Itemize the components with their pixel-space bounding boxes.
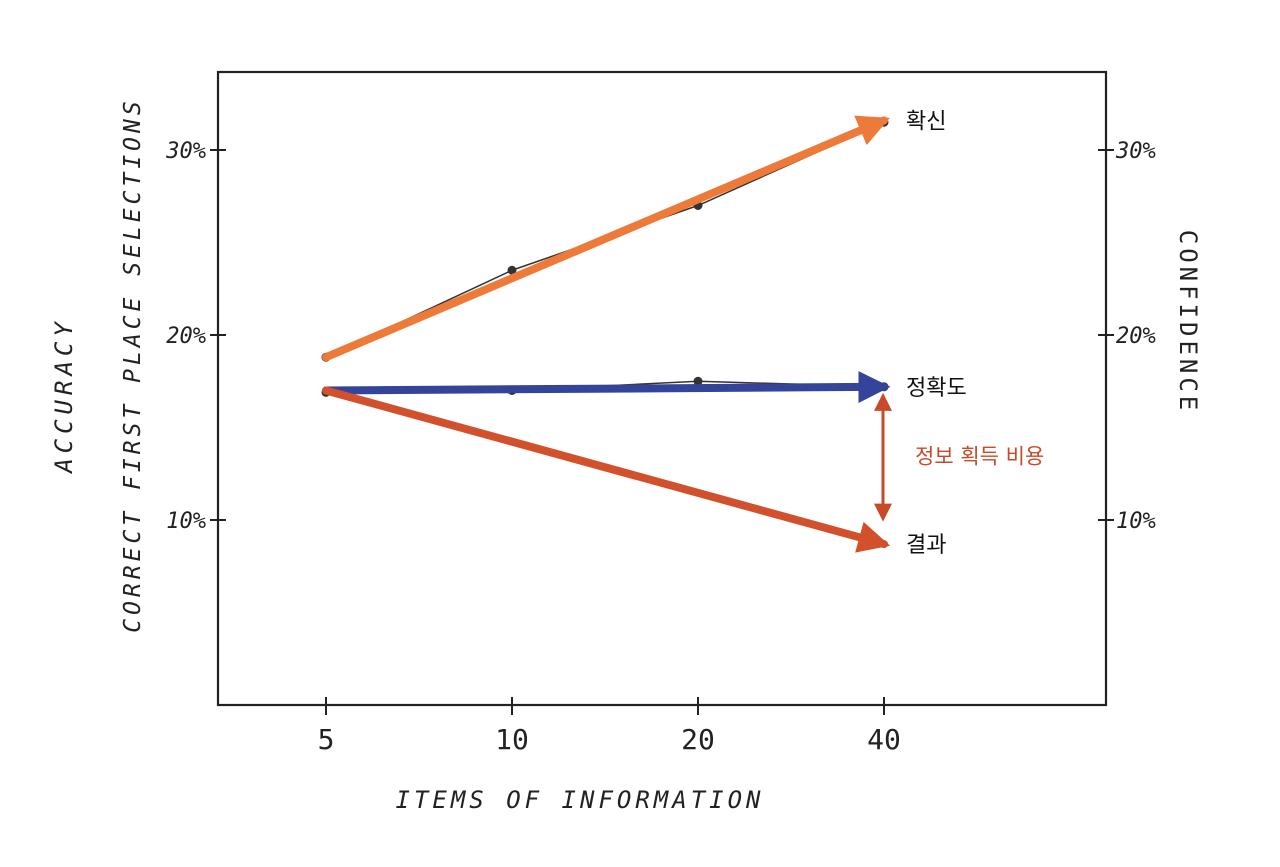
x-tick-label: 10 <box>495 723 529 756</box>
y-tick-label-right: 10% <box>1116 509 1156 534</box>
plot-frame <box>216 70 1108 707</box>
arrow-accuracy <box>322 370 891 403</box>
annotation-label: 정보 획득 비용 <box>915 444 1044 468</box>
arrow-result <box>322 386 891 553</box>
hand-drawn-layer <box>321 117 889 397</box>
annotation-layer: 정보 획득 비용 <box>874 392 1044 522</box>
y-axis-label-outer: ACCURACY <box>50 317 78 475</box>
y-axis-label-inner: CORRECT FIRST PLACE SELECTIONS <box>120 97 146 632</box>
series-label-accuracy: 정확도 <box>906 376 967 401</box>
y-tick-label-right: 30% <box>1115 139 1156 164</box>
ticks: 10% 10% 20% 20% 30% 30% 5 10 20 40 <box>165 139 1156 756</box>
hand-point-accuracy <box>693 376 703 386</box>
arrow-confidence <box>322 115 890 362</box>
x-tick-label: 20 <box>681 723 715 756</box>
x-axis-label: ITEMS OF INFORMATION <box>396 786 765 814</box>
x-tick-label: 5 <box>318 723 335 756</box>
hand-point-confidence <box>507 265 517 275</box>
y-tick-label-left: 20% <box>166 324 206 349</box>
series-label-confidence: 확신 <box>906 109 946 134</box>
y-tick-label-right: 20% <box>1116 324 1156 349</box>
x-tick-label: 40 <box>867 723 901 756</box>
series-label-result: 결과 <box>906 533 946 558</box>
y-tick-label-left: 10% <box>166 509 206 534</box>
y-tick-label-left: 30% <box>165 139 206 164</box>
y-axis-label-right: CONFIDENCE <box>1174 230 1202 415</box>
